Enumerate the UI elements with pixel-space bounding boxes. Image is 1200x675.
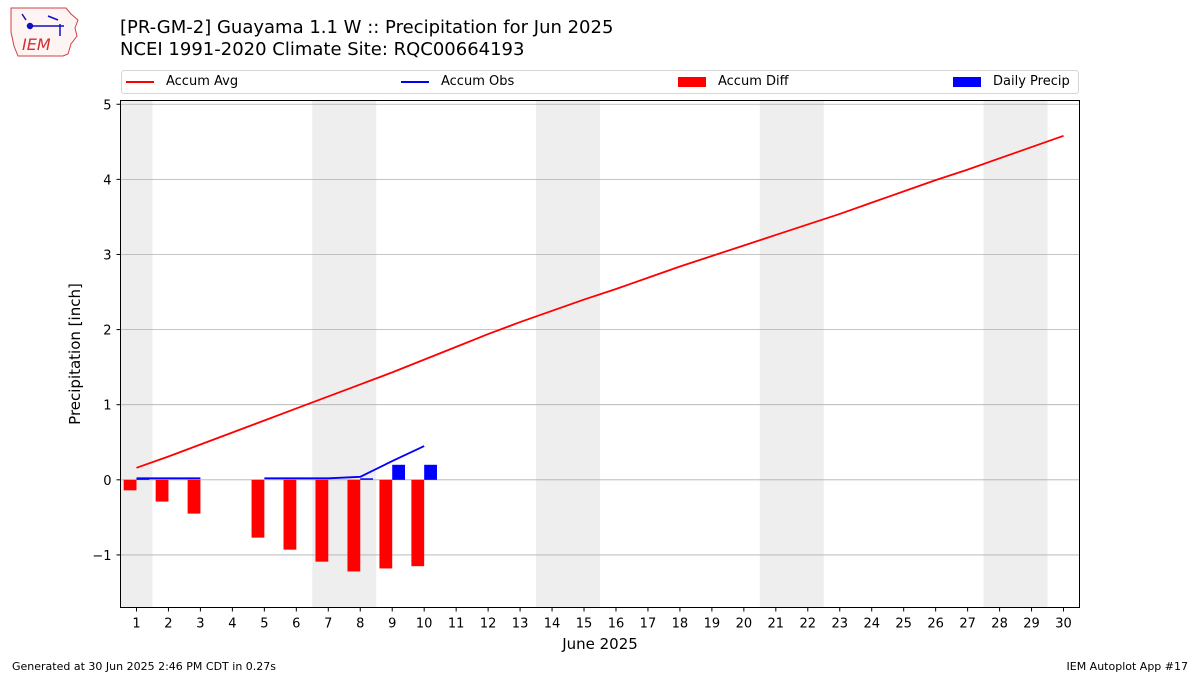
y-tick-label-0: 0 (103, 474, 111, 489)
x-tick-label-20: 20 (736, 617, 753, 632)
x-tick-label-19: 19 (704, 617, 721, 632)
x-tick-label-10: 10 (416, 617, 433, 632)
x-tick-label-11: 11 (448, 617, 465, 632)
x-tick-label-5: 5 (260, 617, 268, 632)
legend-label-diff: Accum Diff (718, 74, 789, 89)
x-tick-label-14: 14 (544, 617, 561, 632)
legend-swatch-diff (678, 76, 706, 87)
gridlines (120, 103, 1080, 556)
iem-logo: IEM (10, 7, 79, 57)
x-tick-label-27: 27 (959, 617, 976, 632)
weather-station-icon (21, 13, 64, 36)
y-tick-label-1: 1 (103, 399, 111, 414)
y-tick-label-3: 3 (103, 248, 111, 263)
legend-swatch-daily (953, 76, 981, 87)
weekend-shading (120, 100, 1048, 608)
diff-bar-day-9 (379, 479, 393, 569)
x-tick-label-16: 16 (608, 617, 625, 632)
x-tick-label-26: 26 (927, 617, 944, 632)
x-tick-label-15: 15 (576, 617, 593, 632)
diff-bar-day-10 (411, 479, 425, 567)
iowa-outline-shape (10, 7, 79, 57)
legend-label-daily: Daily Precip (993, 74, 1070, 89)
legend-swatch-obs (401, 80, 429, 83)
x-tick-label-9: 9 (388, 617, 396, 632)
x-tick-label-4: 4 (228, 617, 236, 632)
x-tick-label-23: 23 (831, 617, 848, 632)
diff-bar-day-6 (283, 479, 297, 550)
weekend-band-0 (120, 100, 153, 608)
x-tick-label-24: 24 (863, 617, 880, 632)
x-tick-label-21: 21 (768, 617, 785, 632)
diff-bar-day-5 (251, 479, 265, 538)
diff-bar-day-7 (315, 479, 329, 562)
y-tick-label-5: 5 (103, 98, 111, 113)
legend-item-daily: Daily Precip (953, 74, 1070, 89)
x-tick-label-1: 1 (132, 617, 140, 632)
x-tick-label-12: 12 (480, 617, 497, 632)
x-tick-label-28: 28 (991, 617, 1008, 632)
accum-avg-line (136, 134, 1064, 469)
x-tick-label-17: 17 (640, 617, 657, 632)
x-tick-label-8: 8 (356, 617, 364, 632)
chart-subtitle: NCEI 1991-2020 Climate Site: RQC00664193 (120, 39, 525, 60)
x-tick-label-2: 2 (164, 617, 172, 632)
x-tick-label-7: 7 (324, 617, 332, 632)
x-tick-label-13: 13 (512, 617, 529, 632)
diff-bar-day-8 (347, 479, 361, 572)
x-tick-label-22: 22 (800, 617, 817, 632)
accum-obs-line-1 (264, 445, 425, 480)
x-tick-label-6: 6 (292, 617, 300, 632)
x-tick-label-3: 3 (196, 617, 204, 632)
weekend-band-4 (983, 100, 1048, 608)
daily-bar-day-9 (392, 464, 406, 480)
generated-note: Generated at 30 Jun 2025 2:46 PM CDT in … (12, 660, 277, 673)
y-tick-label--1: −1 (92, 549, 111, 564)
daily-bar-day-8 (360, 478, 374, 480)
legend-item-diff: Accum Diff (678, 74, 789, 89)
legend-label-avg: Accum Avg (166, 74, 239, 89)
legend-item-avg: Accum Avg (126, 74, 238, 89)
diff-bar-day-1 (123, 479, 137, 491)
y-axis-label: Precipitation [inch] (66, 283, 84, 425)
series-lines (136, 134, 1064, 480)
x-tick-label-30: 30 (1055, 617, 1072, 632)
weekend-band-3 (759, 100, 824, 608)
weekend-band-2 (536, 100, 600, 608)
app-credit: IEM Autoplot App #17 (1066, 660, 1189, 673)
bars (123, 464, 437, 572)
chart-legend: Accum Avg Accum Obs Accum Diff Daily Pre… (121, 70, 1079, 94)
daily-bar-day-10 (424, 464, 437, 480)
plot-frame (120, 100, 1080, 608)
x-axis-label: June 2025 (561, 635, 638, 653)
logo-text: IEM (22, 35, 51, 54)
chart-title: [PR-GM-2] Guayama 1.1 W :: Precipitation… (120, 17, 614, 38)
y-tick-label-2: 2 (103, 324, 111, 339)
x-tick-label-18: 18 (672, 617, 689, 632)
x-tick-label-29: 29 (1023, 617, 1040, 632)
x-tick-label-25: 25 (895, 617, 912, 632)
legend-item-obs: Accum Obs (401, 74, 514, 89)
diff-bar-day-3 (187, 479, 201, 514)
legend-swatch-avg (126, 80, 154, 83)
diff-bar-day-2 (155, 479, 169, 502)
legend-label-obs: Accum Obs (441, 74, 515, 89)
y-tick-label-4: 4 (103, 173, 111, 188)
